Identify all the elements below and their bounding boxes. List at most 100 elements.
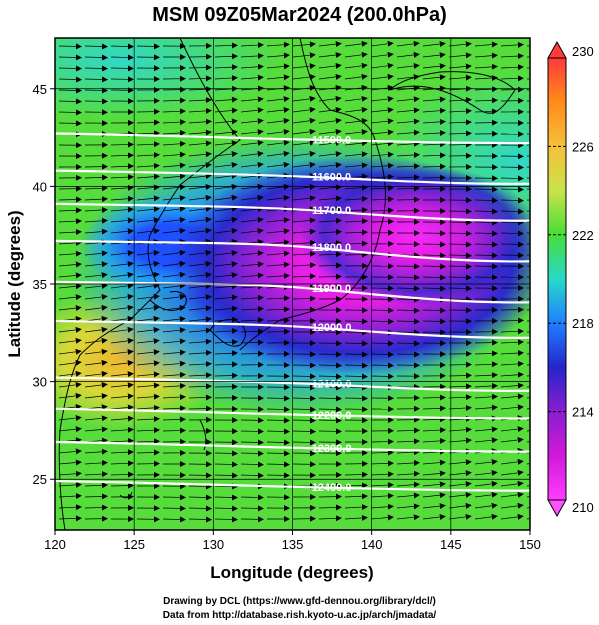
wind-arrow [318, 262, 342, 269]
wind-arrow [84, 426, 108, 433]
wind-arrow [240, 161, 264, 168]
wind-arrow [214, 361, 238, 368]
wind-arrow [110, 426, 134, 433]
wind-arrow [58, 459, 82, 466]
wind-arrow [240, 118, 264, 125]
wind-arrow [188, 227, 212, 234]
wind-arrow [448, 383, 472, 390]
wind-arrow [344, 351, 368, 358]
wind-arrow [136, 349, 160, 356]
wind-arrow [214, 372, 238, 379]
wind-arrow [370, 340, 394, 347]
wind-arrow [370, 62, 394, 69]
wind-arrow [500, 53, 524, 60]
wind-arrow [188, 271, 212, 278]
wind-arrow [188, 483, 212, 490]
wind-arrow [162, 505, 186, 512]
wind-arrow [58, 504, 82, 511]
wind-arrow [396, 40, 420, 47]
wind-arrow [110, 437, 134, 444]
wind-arrow [318, 117, 342, 124]
wind-arrow [58, 326, 82, 333]
wind-arrow [396, 140, 420, 147]
wind-arrow [188, 283, 212, 290]
wind-arrow [58, 470, 82, 477]
wind-arrow [266, 439, 290, 446]
wind-arrow [500, 197, 524, 204]
wind-arrow [84, 250, 108, 257]
wind-arrow [500, 64, 524, 71]
wind-arrow [344, 395, 368, 402]
wind-arrow [214, 472, 238, 479]
wind-arrow [84, 393, 108, 400]
wind-arrow [58, 305, 82, 312]
wind-arrow [448, 119, 472, 126]
wind-arrow [162, 271, 186, 278]
wind-arrow [344, 493, 368, 500]
wind-arrow [500, 502, 524, 509]
wind-arrow [422, 318, 446, 325]
wind-arrow [344, 373, 368, 380]
coastlines [58, 38, 516, 530]
wind-arrow [188, 516, 212, 523]
wind-arrow [422, 163, 446, 170]
wind-arrow [58, 381, 82, 388]
wind-arrow [500, 175, 524, 182]
wind-arrow [474, 459, 498, 465]
wind-arrow [500, 469, 524, 476]
wind-arrow [240, 129, 264, 135]
wind-arrow [266, 228, 290, 235]
wind-arrow [422, 481, 446, 488]
wind-arrow [188, 97, 212, 104]
wind-arrow [448, 491, 472, 498]
wind-arrow [474, 197, 498, 204]
contour-label: 12200.0 [312, 410, 352, 422]
wind-arrow [266, 261, 290, 268]
wind-arrow [110, 184, 134, 191]
wind-arrow [188, 394, 212, 401]
wind-arrow [266, 161, 290, 168]
height-contour [55, 132, 530, 145]
wind-arrow [500, 317, 524, 324]
wind-arrow [422, 152, 446, 159]
wind-arrow [500, 208, 524, 215]
wind-arrow [214, 327, 238, 334]
wind-arrow [162, 162, 186, 169]
colorbar-label: 226 [572, 139, 594, 154]
wind-arrow [188, 183, 212, 190]
wind-arrow [448, 41, 472, 48]
height-contour [55, 169, 530, 185]
wind-arrow [162, 327, 186, 334]
wind-arrow [344, 95, 368, 102]
wind-arrow [58, 272, 82, 279]
wind-arrow [266, 461, 290, 468]
wind-arrow [110, 163, 134, 170]
wind-arrow [188, 216, 212, 223]
colorbar-label: 222 [572, 228, 594, 243]
wind-arrow [318, 195, 342, 202]
wind-arrow [370, 351, 394, 358]
wind-arrow [318, 228, 342, 235]
wind-arrow [136, 271, 160, 278]
wind-arrow [214, 42, 238, 49]
wind-arrow [448, 108, 472, 115]
wind-arrow [370, 118, 394, 125]
wind-arrow [318, 162, 342, 169]
wind-arrow [214, 194, 238, 201]
wind-arrow [240, 305, 264, 312]
wind-arrow [188, 372, 212, 379]
wind-arrow [448, 96, 472, 103]
wind-arrow [188, 249, 212, 256]
wind-arrow [162, 216, 186, 223]
wind-arrow [318, 373, 342, 380]
wind-arrow [500, 230, 524, 237]
wind-arrow [214, 96, 238, 103]
wind-arrow [214, 461, 238, 468]
y-axis: 25 30 35 40 45 [33, 82, 55, 487]
wind-arrow [136, 282, 160, 289]
contour-label: 11800.0 [312, 242, 351, 254]
wind-arrow [422, 416, 446, 423]
wind-arrow [266, 74, 290, 81]
wind-arrow [318, 52, 342, 58]
wind-arrow [500, 436, 524, 443]
